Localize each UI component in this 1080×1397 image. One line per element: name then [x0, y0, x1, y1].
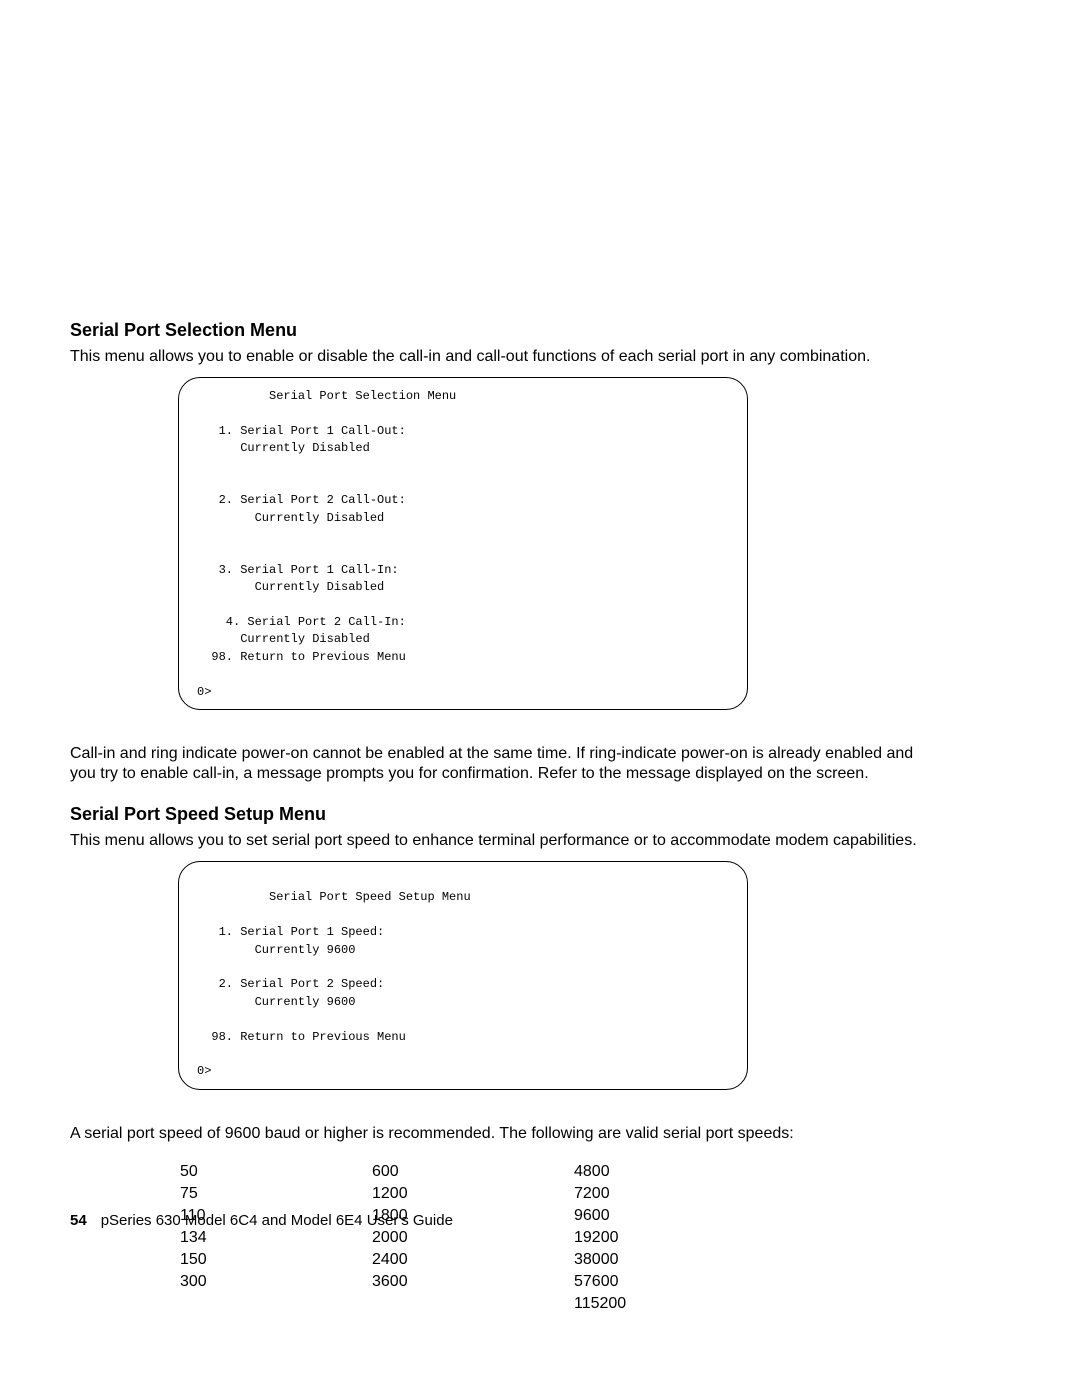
table-row: 134200019200: [180, 1228, 724, 1248]
terminal-box-1: Serial Port Selection Menu 1. Serial Por…: [178, 377, 748, 710]
speed-cell: [372, 1294, 572, 1314]
speed-cell: 600: [372, 1162, 572, 1182]
speed-cell: 75: [180, 1184, 370, 1204]
section2-para1: This menu allows you to set serial port …: [70, 831, 920, 851]
speed-cell: 115200: [574, 1294, 724, 1314]
speed-cell: 2400: [372, 1250, 572, 1270]
speed-cell: 9600: [574, 1206, 724, 1226]
section1-heading: Serial Port Selection Menu: [70, 320, 920, 341]
table-row: 115200: [180, 1294, 724, 1314]
speed-cell: 3600: [372, 1272, 572, 1292]
speed-cell: 38000: [574, 1250, 724, 1270]
table-row: 300360057600: [180, 1272, 724, 1292]
table-row: 506004800: [180, 1162, 724, 1182]
speed-cell: 1200: [372, 1184, 572, 1204]
speed-cell: 134: [180, 1228, 370, 1248]
speed-cell: 300: [180, 1272, 370, 1292]
table-row: 150240038000: [180, 1250, 724, 1270]
section2-para2: A serial port speed of 9600 baud or high…: [70, 1124, 920, 1144]
terminal-text-2: Serial Port Speed Setup Menu 1. Serial P…: [197, 872, 729, 1081]
speed-cell: 57600: [574, 1272, 724, 1292]
document-page: Serial Port Selection Menu This menu all…: [0, 0, 1080, 1397]
table-row: 7512007200: [180, 1184, 724, 1204]
section1-para2: Call-in and ring indicate power-on canno…: [70, 744, 920, 784]
terminal-text-1: Serial Port Selection Menu 1. Serial Por…: [197, 388, 729, 701]
speed-cell: 4800: [574, 1162, 724, 1182]
section2-heading: Serial Port Speed Setup Menu: [70, 804, 920, 825]
speed-table: 5060048007512007200110180096001342000192…: [178, 1160, 726, 1316]
speed-cell: 150: [180, 1250, 370, 1270]
speed-cell: 2000: [372, 1228, 572, 1248]
terminal-box-2: Serial Port Speed Setup Menu 1. Serial P…: [178, 861, 748, 1090]
page-number: 54: [70, 1212, 87, 1229]
speed-cell: 19200: [574, 1228, 724, 1248]
footer-title: pSeries 630 Model 6C4 and Model 6E4 User…: [101, 1212, 453, 1229]
speed-cell: 7200: [574, 1184, 724, 1204]
speed-cell: 50: [180, 1162, 370, 1182]
speed-cell: [180, 1294, 370, 1314]
page-footer: 54 pSeries 630 Model 6C4 and Model 6E4 Us…: [70, 1212, 453, 1229]
section1-para1: This menu allows you to enable or disabl…: [70, 347, 920, 367]
